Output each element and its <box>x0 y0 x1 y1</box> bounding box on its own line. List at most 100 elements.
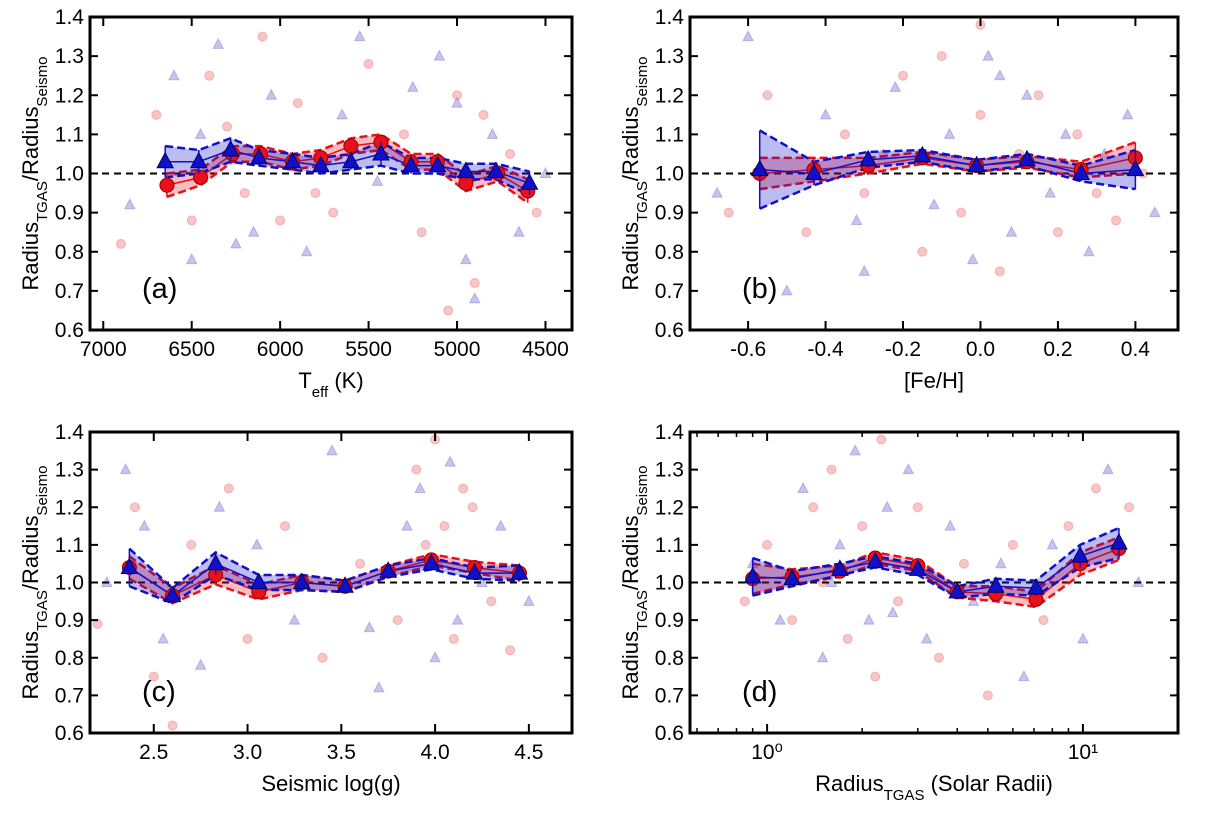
bin-mean <box>987 576 1005 593</box>
scatter-point <box>808 502 819 513</box>
scatter-point <box>917 246 928 257</box>
x-tick-label: -0.4 <box>807 338 844 361</box>
y-tick-label: 1.0 <box>655 163 684 186</box>
scatter-point <box>194 658 207 670</box>
scatter-point <box>355 558 366 569</box>
scatter-point <box>774 613 787 625</box>
confidence-band <box>752 537 1119 607</box>
scatter-point <box>975 109 986 120</box>
label-part: Seismo <box>34 466 51 516</box>
scatter-point <box>371 174 384 186</box>
scatter-point <box>167 720 178 731</box>
y-tick-label: 1.1 <box>655 534 684 557</box>
plot-area <box>90 29 572 316</box>
y-tick-label: 0.7 <box>55 280 84 303</box>
scatter-point <box>842 633 853 644</box>
label-part: TGAS <box>634 181 651 222</box>
y-tick-label: 1.2 <box>55 84 84 107</box>
scatter-point <box>876 434 887 445</box>
scatter-point <box>204 70 215 81</box>
scatter-point <box>1033 90 1044 101</box>
confidence-band <box>129 548 520 604</box>
scatter-point <box>439 521 450 532</box>
bin-mean <box>221 139 240 157</box>
y-tick-label: 1.0 <box>55 572 84 595</box>
bin-mean <box>193 169 209 185</box>
x-tick-label: 6000 <box>257 338 304 361</box>
x-tick-label: 10⁰ <box>751 741 783 764</box>
scatter-point <box>310 188 321 199</box>
label-part: (K) <box>328 368 363 393</box>
scatter-point <box>414 481 426 493</box>
bin-mean <box>336 576 354 593</box>
label-part: Seismo <box>634 57 651 107</box>
bin-mean <box>342 151 360 169</box>
label-part: /Radius <box>618 107 643 182</box>
scatter-point <box>863 613 875 625</box>
bin-mean <box>1072 163 1091 180</box>
scatter-point <box>372 681 385 693</box>
mean-line <box>759 157 1136 175</box>
scatter-point <box>185 253 198 265</box>
label-part: Radius <box>815 771 883 796</box>
scatter-point <box>1018 669 1030 682</box>
scatter-point <box>944 519 957 531</box>
scatter-point <box>223 483 234 494</box>
scatter-point <box>452 90 463 101</box>
scatter-point <box>119 463 132 475</box>
x-tick-label: 10¹ <box>1068 741 1098 764</box>
x-axis-label: [Fe/H] <box>904 368 964 393</box>
bin-mean <box>189 151 208 169</box>
scatter-point <box>288 613 301 625</box>
confidence-band <box>759 130 1136 209</box>
plot-area <box>690 19 1178 296</box>
scatter-point <box>780 284 793 296</box>
bin-mean <box>1018 149 1036 167</box>
scatter-point <box>468 292 481 304</box>
x-tick-label: -0.6 <box>730 338 766 361</box>
label-part: Radius <box>18 631 43 699</box>
scatter-point <box>742 29 754 42</box>
y-tick-label: 0.6 <box>55 722 84 745</box>
bin-mean <box>750 159 769 177</box>
band-edge <box>759 141 1136 164</box>
scatter-point <box>1121 108 1134 120</box>
scatter-point <box>280 521 291 532</box>
bin-mean <box>520 173 539 190</box>
scatter-point <box>1072 129 1083 140</box>
label-part: TGAS <box>634 590 651 631</box>
scatter-point <box>819 108 832 120</box>
scatter-point <box>257 31 268 42</box>
scatter-point <box>839 129 850 140</box>
scatter-point <box>513 225 525 237</box>
y-tick-label: 0.6 <box>55 319 84 342</box>
scatter-point <box>429 651 441 663</box>
x-tick-label: 7000 <box>80 338 127 361</box>
scatter-point <box>982 49 995 61</box>
scatter-point <box>1083 245 1095 257</box>
bin-mean <box>913 145 932 163</box>
scatter-point <box>1044 186 1057 198</box>
scatter-point <box>148 671 159 682</box>
scatter-point <box>982 690 993 701</box>
y-tick-label: 1.3 <box>655 45 684 68</box>
scatter-point <box>849 444 861 456</box>
scatter-point <box>531 207 542 218</box>
scatter-point <box>1052 227 1063 238</box>
bin-mean <box>908 559 927 576</box>
bin-mean <box>805 163 823 180</box>
scatter-point <box>151 109 162 120</box>
scatter-point <box>398 129 409 140</box>
y-tick-label: 0.8 <box>55 647 84 670</box>
scatter-point <box>230 237 242 249</box>
scatter-point <box>363 621 376 633</box>
y-tick-label: 1.2 <box>55 496 84 519</box>
band-edge <box>128 553 520 590</box>
y-tick-label: 0.6 <box>655 319 684 342</box>
scatter-point <box>762 539 773 550</box>
scatter-point <box>797 481 809 493</box>
scatter-point <box>467 502 478 513</box>
scatter-point <box>889 80 902 92</box>
